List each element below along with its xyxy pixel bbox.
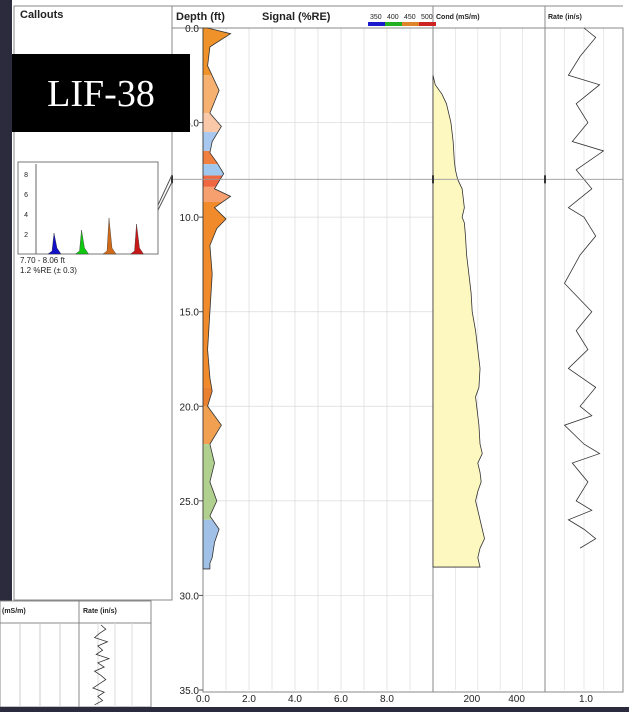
- cond-x-tick: 200: [463, 694, 480, 705]
- cond-track-title: Cond (mS/m): [436, 14, 480, 21]
- callout-depth-marker: [171, 175, 623, 184]
- callout-tick-mark: [171, 175, 173, 184]
- legend-swatch: [385, 22, 402, 26]
- badge-label: LIF-38: [47, 73, 155, 115]
- inset-panel: [0, 600, 152, 708]
- depth-tick-label: 30.0: [180, 591, 200, 602]
- callout-y-axis: 8 6 4 2: [24, 164, 37, 254]
- depth-tick-label: 5.0: [185, 119, 199, 130]
- callout-y-tick: 4: [24, 212, 28, 219]
- signal-x-tick: 8.0: [380, 694, 394, 705]
- callout-peak-400: [74, 229, 89, 255]
- legend-label: 350: [370, 14, 382, 21]
- depth-tick-label: 20.0: [180, 402, 200, 413]
- callout-connector-top: [157, 174, 173, 206]
- depth-tick-label: 15.0: [180, 308, 200, 319]
- depth-tick-label: 35.0: [180, 686, 200, 697]
- signal-legend: 350 400 450 500: [368, 14, 436, 26]
- rate-track-title: Rate (in/s): [548, 14, 582, 21]
- callout-y-tick: 2: [24, 232, 28, 239]
- depth-tick-label: 10.0: [180, 213, 200, 224]
- bottom-x-axis: 0.0 2.0 4.0 6.0 8.0 200 400 1.0: [196, 694, 593, 705]
- signal-track-title: Signal (%RE): [262, 11, 331, 23]
- rate-trace: [563, 27, 605, 549]
- depth-tick-label: 0.0: [185, 24, 199, 35]
- depth-axis: 0.0 5.0 10.0 15.0 20.0 25.0 30.0 35.0: [180, 24, 203, 697]
- callout-signal-text: 1.2 %RE (± 0.3): [20, 266, 77, 275]
- legend-swatch: [368, 22, 385, 26]
- callout-chart-frame: [17, 161, 159, 255]
- callout-peak-450: [102, 217, 117, 255]
- signal-x-tick: 4.0: [288, 694, 302, 705]
- depth-tick-label: 25.0: [180, 497, 200, 508]
- callout-connector-bottom: [157, 181, 173, 211]
- rate-grid: [564, 28, 604, 690]
- callout-peak-350: [47, 232, 62, 255]
- depth-track-title: Depth (ft): [176, 11, 225, 23]
- signal-band: [203, 175, 231, 187]
- legend-label: 400: [387, 14, 399, 21]
- callout-depth-text: 7.70 - 8.06 ft: [20, 256, 66, 265]
- callout-y-tick: 8: [24, 172, 28, 179]
- badge-background: [12, 54, 190, 132]
- signal-x-tick: 2.0: [242, 694, 256, 705]
- cond-trace: [432, 75, 485, 568]
- inset-cond-title: (mS/m): [2, 608, 26, 615]
- legend-swatch: [419, 22, 436, 26]
- signal-x-tick: 0.0: [196, 694, 210, 705]
- inset-grid: [19, 623, 133, 707]
- legend-label: 500: [421, 14, 433, 21]
- signal-band: [203, 164, 231, 176]
- callout-tick-mark: [432, 175, 434, 184]
- callout-tick-mark: [544, 175, 546, 184]
- legend-swatch: [402, 22, 419, 26]
- callout-peak-500: [129, 223, 144, 255]
- callout-y-tick: 6: [24, 192, 28, 199]
- inset-rate-title: Rate (in/s): [83, 608, 117, 615]
- callouts-title: Callouts: [20, 9, 63, 21]
- rate-x-tick: 1.0: [579, 694, 593, 705]
- signal-trace: [202, 27, 232, 570]
- signal-x-tick: 6.0: [334, 694, 348, 705]
- legend-label: 450: [404, 14, 416, 21]
- cond-x-tick: 400: [508, 694, 525, 705]
- callout-peaks: [47, 217, 144, 255]
- inset-rate-trace: [92, 624, 111, 706]
